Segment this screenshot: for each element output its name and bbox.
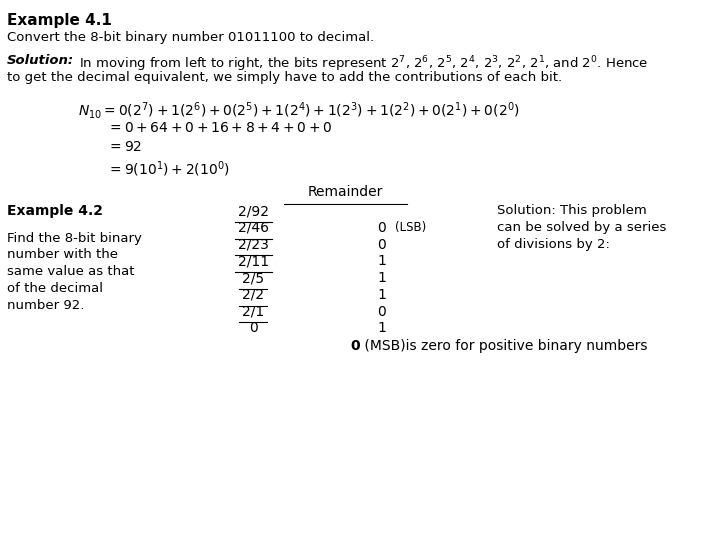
Text: 1: 1 (377, 271, 386, 285)
Text: $= 9(10^1) + 2(10^0)$: $= 9(10^1) + 2(10^0)$ (107, 160, 230, 179)
Text: Solution: This problem: Solution: This problem (497, 204, 647, 217)
Text: 2/2: 2/2 (243, 288, 264, 302)
Text: In moving from left to right, the bits represent $2^7$, $2^6$, $2^5$, $2^4$, $2^: In moving from left to right, the bits r… (79, 54, 649, 73)
Text: (MSB)is zero for positive binary numbers: (MSB)is zero for positive binary numbers (360, 339, 647, 353)
Text: 0: 0 (249, 321, 258, 335)
Text: 2/1: 2/1 (243, 305, 264, 319)
Text: $= 92$: $= 92$ (107, 140, 142, 154)
Text: Find the 8-bit binary: Find the 8-bit binary (7, 232, 142, 245)
Text: 1: 1 (377, 288, 386, 302)
Text: 2/23: 2/23 (238, 238, 269, 252)
Text: 1: 1 (377, 254, 386, 268)
Text: (LSB): (LSB) (395, 221, 426, 234)
Text: Example 4.2: Example 4.2 (7, 204, 103, 218)
Text: $N_{10} = 0(2^7) + 1(2^6) + 0(2^5) + 1(2^4) + 1(2^3) + 1(2^2) + 0(2^1) + 0(2^0)$: $N_{10} = 0(2^7) + 1(2^6) + 0(2^5) + 1(2… (78, 100, 520, 121)
Text: 2/11: 2/11 (238, 254, 269, 268)
Text: 0: 0 (350, 339, 359, 353)
Text: same value as that: same value as that (7, 265, 135, 278)
Text: Remainder: Remainder (308, 185, 383, 199)
Text: can be solved by a series: can be solved by a series (497, 221, 666, 234)
Text: number 92.: number 92. (7, 299, 84, 312)
Text: 0: 0 (377, 221, 386, 235)
Text: Solution:: Solution: (7, 54, 74, 67)
Text: Example 4.1: Example 4.1 (7, 14, 112, 29)
Text: $= 0 + 64 + 0 + 16 + 8 + 4 + 0 + 0$: $= 0 + 64 + 0 + 16 + 8 + 4 + 0 + 0$ (107, 122, 332, 136)
Text: of divisions by 2:: of divisions by 2: (497, 238, 610, 251)
Text: 2/92: 2/92 (238, 204, 269, 218)
Text: of the decimal: of the decimal (7, 282, 103, 295)
Text: 1: 1 (377, 321, 386, 335)
Text: 2/5: 2/5 (243, 271, 264, 285)
Text: 2/46: 2/46 (238, 221, 269, 235)
Text: Convert the 8-bit binary number 01011100 to decimal.: Convert the 8-bit binary number 01011100… (7, 31, 374, 44)
Text: 0: 0 (377, 305, 386, 319)
Text: to get the decimal equivalent, we simply have to add the contributions of each b: to get the decimal equivalent, we simply… (7, 71, 562, 84)
Text: 0: 0 (377, 238, 386, 252)
Text: number with the: number with the (7, 248, 118, 261)
